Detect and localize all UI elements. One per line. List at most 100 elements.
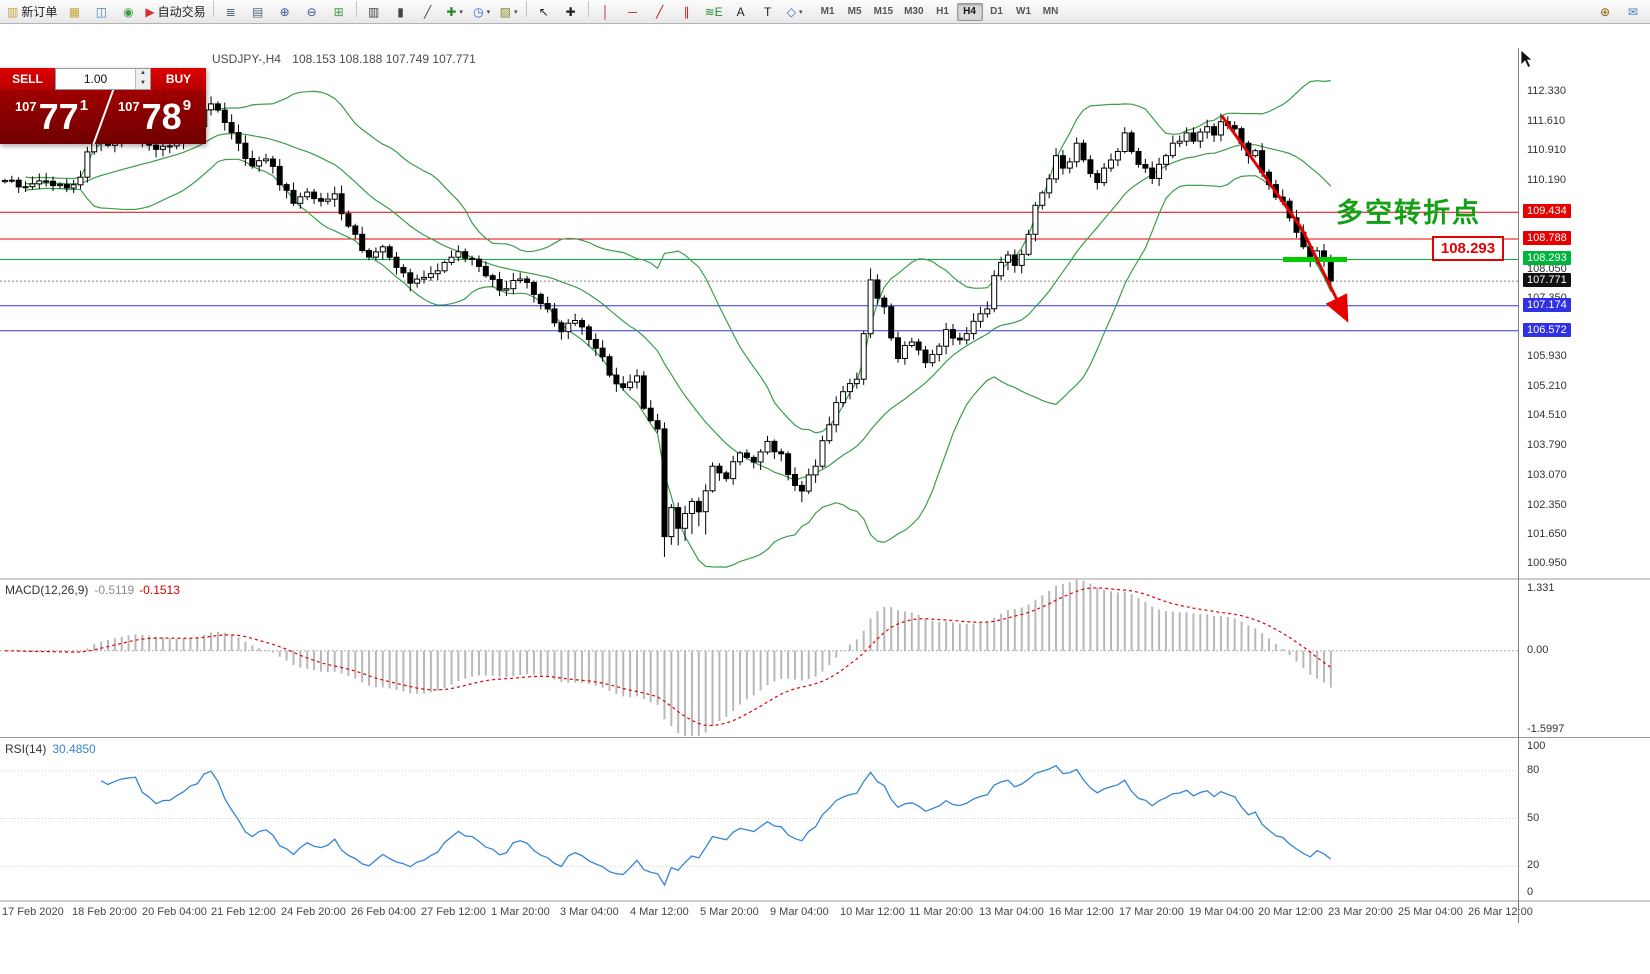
toolbar-separator [525, 0, 527, 17]
chat-icon[interactable]: ✉ [1620, 1, 1646, 23]
dropdown-arrow-icon[interactable]: ▾ [486, 8, 491, 16]
indicators-list-icon[interactable]: ≣ [218, 1, 244, 23]
chat-icon: ✉ [1627, 4, 1639, 19]
data-window-icon[interactable]: ▤ [245, 1, 271, 23]
price-label: 112.330 [1527, 85, 1566, 97]
tile-windows-icon[interactable]: ⊞ [326, 1, 352, 23]
zoom-in-icon: ⊕ [279, 4, 290, 19]
arrows-tool-icon[interactable]: A [728, 1, 754, 23]
time-label: 11 Mar 20:00 [909, 906, 974, 918]
main-chart[interactable] [0, 24, 1650, 974]
fibonacci-icon[interactable]: ≋E [701, 1, 727, 23]
text-tool-icon[interactable]: T [755, 1, 781, 23]
volume-value[interactable]: 1.00 [83, 72, 108, 86]
bar-chart-icon[interactable]: ▥ [361, 1, 387, 23]
new-chart-button[interactable]: ✚ ▾ [442, 1, 468, 23]
buy-price-prefix: 107 [117, 99, 140, 114]
shapes-icon[interactable]: ◇ ▾ [782, 1, 808, 23]
timeframe-m30[interactable]: M30 [904, 5, 924, 17]
time-label: 1 Mar 20:00 [491, 906, 550, 918]
dropdown-arrow-icon[interactable]: ▾ [459, 8, 463, 16]
channel-icon: ∥ [683, 4, 690, 19]
sell-price-big: 77 [38, 96, 79, 137]
rsi-scale-label: 100 [1527, 740, 1546, 752]
profiles-icon[interactable]: ◫ [88, 1, 114, 23]
period-icon[interactable]: ◷ ▾ [469, 1, 495, 23]
time-label: 10 Mar 12:00 [840, 906, 905, 918]
volume-field[interactable]: 1.00 ▲ ▼ [55, 68, 151, 90]
charts-grid-icon[interactable]: ▦ [61, 1, 87, 23]
zoom-in-icon[interactable]: ⊕ [272, 1, 298, 23]
price-label: 100.950 [1527, 557, 1567, 569]
dropdown-arrow-icon[interactable]: ▾ [798, 8, 803, 16]
price-callout-box[interactable]: 108.293 [1432, 236, 1504, 261]
timeframe-d1[interactable]: D1 [990, 5, 1003, 17]
price-line-label: 108.788 [1523, 231, 1571, 245]
timeframe-w1[interactable]: W1 [1016, 5, 1032, 17]
one-click-trading-panel: SELL 1.00 ▲ ▼ BUY 107 77 1 107 78 9 [0, 68, 206, 144]
search-icon[interactable]: ⊕ [1592, 1, 1618, 23]
time-axis[interactable]: 17 Feb 2020 18 Feb 20:00 20 Feb 04:00 21 Fe… [0, 903, 1533, 925]
turning-point-annotation[interactable]: 多空转折点 [1336, 198, 1481, 228]
price-label: 108.050 [1527, 263, 1567, 275]
buy-price[interactable]: 107 78 9 [103, 90, 206, 144]
sell-button[interactable]: SELL [0, 68, 55, 90]
timeframe-mn[interactable]: MN [1042, 5, 1059, 17]
rsi-scale-label: 50 [1527, 812, 1540, 824]
price-line-label: 109.434 [1523, 204, 1571, 218]
data-window-icon: ▤ [251, 4, 264, 19]
trade-panel-prices: 107 77 1 107 78 9 [0, 90, 206, 144]
zoom-out-icon[interactable]: ⊖ [299, 1, 325, 23]
time-label: 19 Mar 04:00 [1189, 906, 1254, 918]
sell-price[interactable]: 107 77 1 [0, 90, 103, 144]
price-axis[interactable]: 112.330111.610110.910110.190108.050107.3… [1519, 48, 1650, 928]
time-label: 4 Mar 12:00 [630, 906, 689, 918]
community-icon[interactable]: ◉ [115, 1, 141, 23]
profiles-icon: ◫ [95, 4, 108, 19]
channel-icon[interactable]: ∥ [674, 1, 700, 23]
rsi-value: 30.4850 [52, 742, 96, 756]
new-order-button-label: 新订单 [21, 5, 58, 19]
trendline-icon[interactable]: ╱ [647, 1, 673, 23]
timeframe-m1[interactable]: M1 [820, 5, 835, 17]
chart-window[interactable]: USDJPY-,H4 108.153 108.188 107.749 107.7… [0, 24, 1650, 950]
symbol-period-label: USDJPY-,H4 [212, 52, 281, 66]
timeframe-m5[interactable]: M5 [847, 5, 862, 17]
text-tool-icon: T [763, 4, 772, 19]
template-icon[interactable]: ▧ ▾ [496, 1, 522, 23]
timeframe-h1[interactable]: H1 [936, 5, 949, 17]
dropdown-arrow-icon[interactable]: ▾ [514, 8, 518, 16]
buy-button[interactable]: BUY [151, 68, 206, 90]
crosshair-icon[interactable]: ✚ [558, 1, 584, 23]
price-label: 101.650 [1527, 528, 1567, 540]
cursor-icon[interactable]: ↖ [531, 1, 557, 23]
time-label: 17 Feb 2020 [2, 906, 64, 918]
new-order-button[interactable]: ▥ 新订单 [4, 1, 60, 23]
price-label: 102.350 [1527, 499, 1567, 511]
timeframe-m15[interactable]: M15 [873, 5, 894, 17]
vertical-line-icon[interactable]: │ [593, 1, 619, 23]
timeframe-group: M1 M5 M15 M30 H1 H4 D1 W1 MN [815, 2, 1064, 21]
main-toolbar: ▥ 新订单 ▦ ◫ ◉ ▶ 自动交易 ≣ ▤ ⊕ ⊖ ⊞ ▥ ▮ ╱ ✚ ▾ ◷ ▾ ▧ ▾ ↖ ✚ │ ─ ╱ ∥ ≋E A T ◇ ▾ M… [0, 0, 1650, 24]
candlestick-icon[interactable]: ▮ [388, 1, 414, 23]
shapes-icon: ◇ [786, 4, 796, 19]
arrows-tool-icon: A [736, 4, 745, 19]
fibonacci-icon: ≋E [704, 4, 723, 19]
mouse-cursor [1520, 49, 1534, 69]
time-label: 24 Feb 20:00 [281, 906, 346, 918]
macd-layer [0, 580, 1518, 736]
volume-stepper[interactable]: ▲ ▼ [135, 69, 150, 89]
auto-trading-button: ▶ [145, 4, 155, 19]
line-chart-icon[interactable]: ╱ [415, 1, 441, 23]
volume-down-icon[interactable]: ▼ [136, 79, 150, 89]
vertical-line-icon: │ [601, 4, 610, 19]
bar-chart-icon: ▥ [367, 4, 380, 19]
ohlc-values: 108.153 108.188 107.749 107.771 [292, 52, 476, 66]
timeframe-h4[interactable]: H4 [956, 2, 983, 21]
horizontal-line-icon[interactable]: ─ [620, 1, 646, 23]
macd-scale-label: -1.5997 [1527, 723, 1565, 735]
separators-layer [0, 48, 1650, 923]
volume-up-icon[interactable]: ▲ [136, 69, 150, 79]
price-label: 111.610 [1527, 115, 1566, 127]
auto-trading-button[interactable]: ▶ 自动交易 [142, 1, 208, 23]
